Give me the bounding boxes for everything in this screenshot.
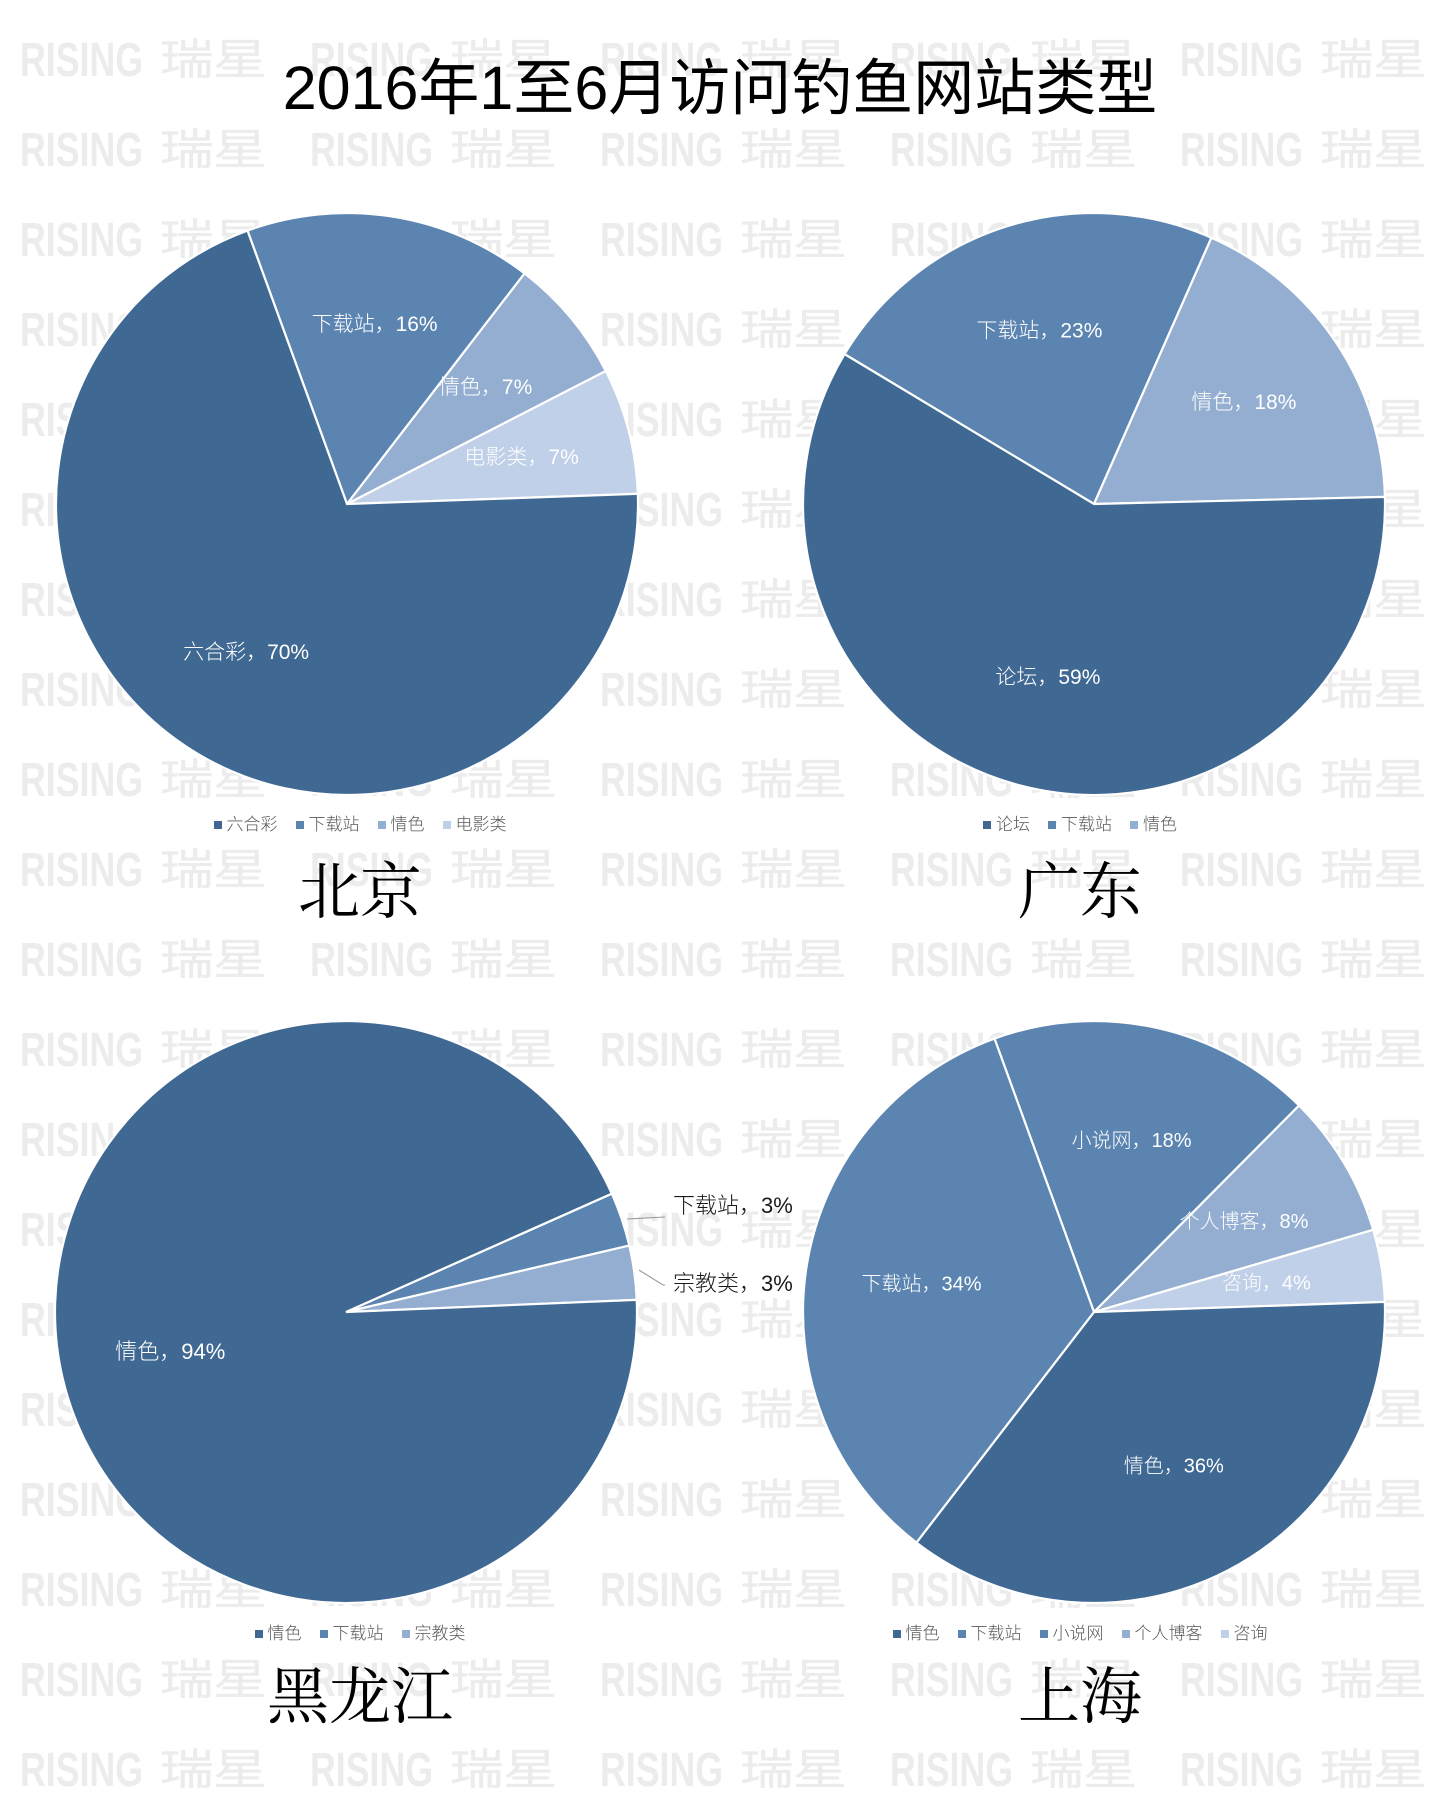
svg-text:下载站，34%: 下载站，34% <box>861 1273 981 1296</box>
svg-text:情色，18%: 情色，18% <box>1191 391 1296 414</box>
svg-text:情色，36%: 情色，36% <box>1124 1455 1224 1478</box>
svg-text:论坛，59%: 论坛，59% <box>995 666 1100 689</box>
svg-text:下载站，16%: 下载站，16% <box>312 313 438 336</box>
svg-text:咨询，4%: 咨询，4% <box>1222 1271 1311 1294</box>
svg-text:六合彩，70%: 六合彩，70% <box>183 641 309 664</box>
svg-text:个人博客，8%: 个人博客，8% <box>1180 1210 1309 1233</box>
svg-text:情色，7%: 情色，7% <box>439 376 532 399</box>
svg-text:情色，94%: 情色，94% <box>115 1339 225 1364</box>
svg-text:下载站，3%: 下载站，3% <box>673 1193 793 1218</box>
svg-text:小说网，18%: 小说网，18% <box>1071 1129 1191 1152</box>
svg-text:宗教类，3%: 宗教类，3% <box>673 1271 793 1296</box>
svg-text:电影类，7%: 电影类，7% <box>464 446 578 469</box>
svg-text:下载站，23%: 下载站，23% <box>976 320 1102 343</box>
